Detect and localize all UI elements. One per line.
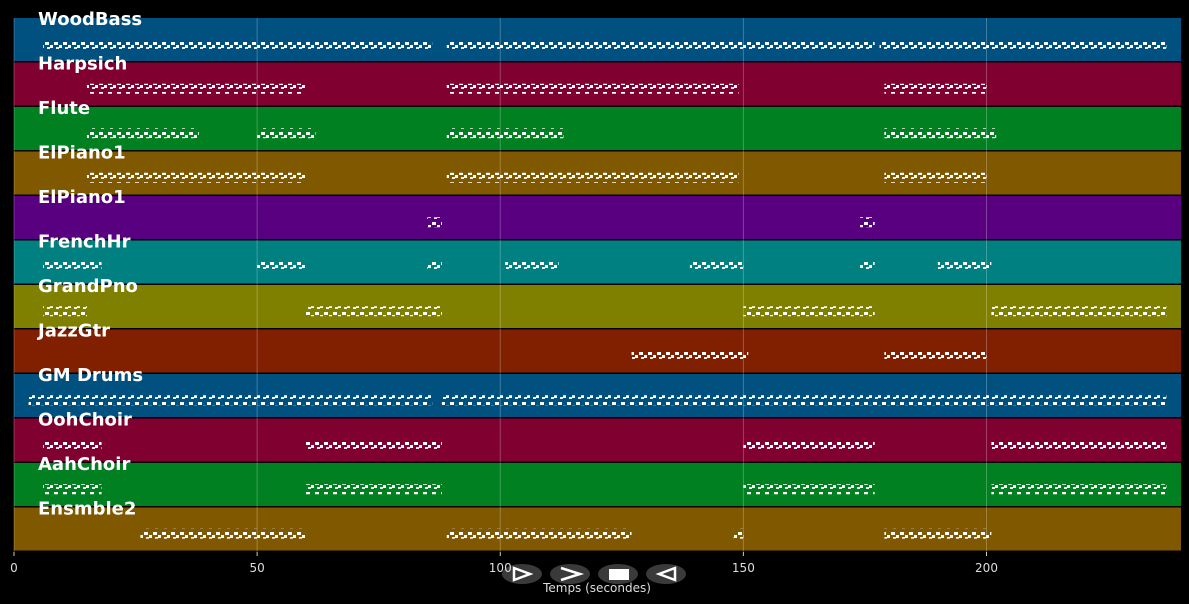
- x-tick-label: 100: [489, 561, 512, 575]
- note-segment: [689, 261, 744, 272]
- rewind-button[interactable]: [646, 564, 686, 584]
- note-segment: [257, 261, 306, 272]
- note-segment: [874, 395, 1167, 406]
- note-segment: [28, 395, 433, 406]
- note-segment: [860, 217, 875, 228]
- track-name: FrenchHr: [38, 232, 131, 253]
- note-segment: [884, 528, 992, 539]
- note-segment: [86, 128, 199, 139]
- forward-icon: [560, 566, 585, 582]
- note-segment: [991, 484, 1167, 495]
- note-segment: [743, 306, 875, 317]
- note-segment: [43, 306, 87, 317]
- note-segment: [884, 83, 987, 94]
- x-tick-label: 150: [732, 561, 755, 575]
- note-segment: [86, 172, 306, 183]
- note-segment: [991, 306, 1167, 317]
- note-segment: [140, 528, 306, 539]
- playback-controls: [502, 564, 686, 584]
- rewind-icon: [655, 566, 677, 582]
- note-segment: [743, 484, 875, 495]
- x-tick-label: 0: [10, 561, 18, 575]
- track-name: JazzGtr: [36, 321, 110, 342]
- track-name: Flute: [38, 98, 90, 119]
- track-name: GM Drums: [38, 365, 143, 386]
- track-name: ElPiano1: [38, 187, 126, 208]
- x-tick-label: 50: [249, 561, 264, 575]
- note-segment: [937, 261, 992, 272]
- track-band: [14, 418, 1181, 462]
- note-segment: [446, 128, 564, 139]
- note-segment: [743, 439, 875, 450]
- track-band: [14, 240, 1181, 284]
- note-segment: [427, 217, 442, 228]
- track-name: Ensmble2: [38, 499, 136, 520]
- track-name: AahChoir: [38, 454, 130, 475]
- forward-button[interactable]: [550, 564, 590, 584]
- track-band: [14, 329, 1181, 373]
- track-name: Harpsich: [38, 54, 127, 75]
- note-segment: [427, 261, 442, 272]
- note-segment: [257, 128, 316, 139]
- note-segment: [43, 39, 433, 50]
- track-band: [14, 463, 1181, 506]
- note-segment: [884, 350, 987, 361]
- note-segment: [884, 172, 987, 183]
- note-segment: [305, 439, 442, 450]
- note-segment: [305, 484, 442, 495]
- note-segment: [86, 83, 306, 94]
- note-segment: [446, 83, 739, 94]
- note-segment: [43, 484, 102, 495]
- track-band: [14, 196, 1181, 239]
- note-segment: [446, 172, 739, 183]
- note-segment: [305, 306, 442, 317]
- note-segment: [505, 261, 559, 272]
- track-band: [14, 285, 1181, 328]
- x-axis-label: Temps (secondes): [542, 581, 651, 595]
- x-tick-label: 200: [975, 561, 998, 575]
- note-segment: [991, 439, 1167, 450]
- note-segment: [43, 439, 102, 450]
- note-segment: [884, 128, 997, 139]
- track-name: GrandPno: [38, 276, 138, 297]
- track-name: WoodBass: [38, 9, 142, 30]
- track-name: ElPiano1: [38, 143, 126, 164]
- note-segment: [631, 350, 749, 361]
- note-segment: [860, 261, 875, 272]
- note-segment: [446, 39, 875, 50]
- play-icon: [512, 566, 534, 582]
- note-segment: [441, 395, 875, 406]
- note-segment: [43, 261, 102, 272]
- note-segment: [446, 528, 632, 539]
- note-segment: [733, 528, 744, 539]
- stop-icon: [609, 569, 629, 580]
- note-segment: [879, 39, 1167, 50]
- play-button[interactable]: [502, 564, 542, 584]
- track-name: OohChoir: [38, 410, 132, 431]
